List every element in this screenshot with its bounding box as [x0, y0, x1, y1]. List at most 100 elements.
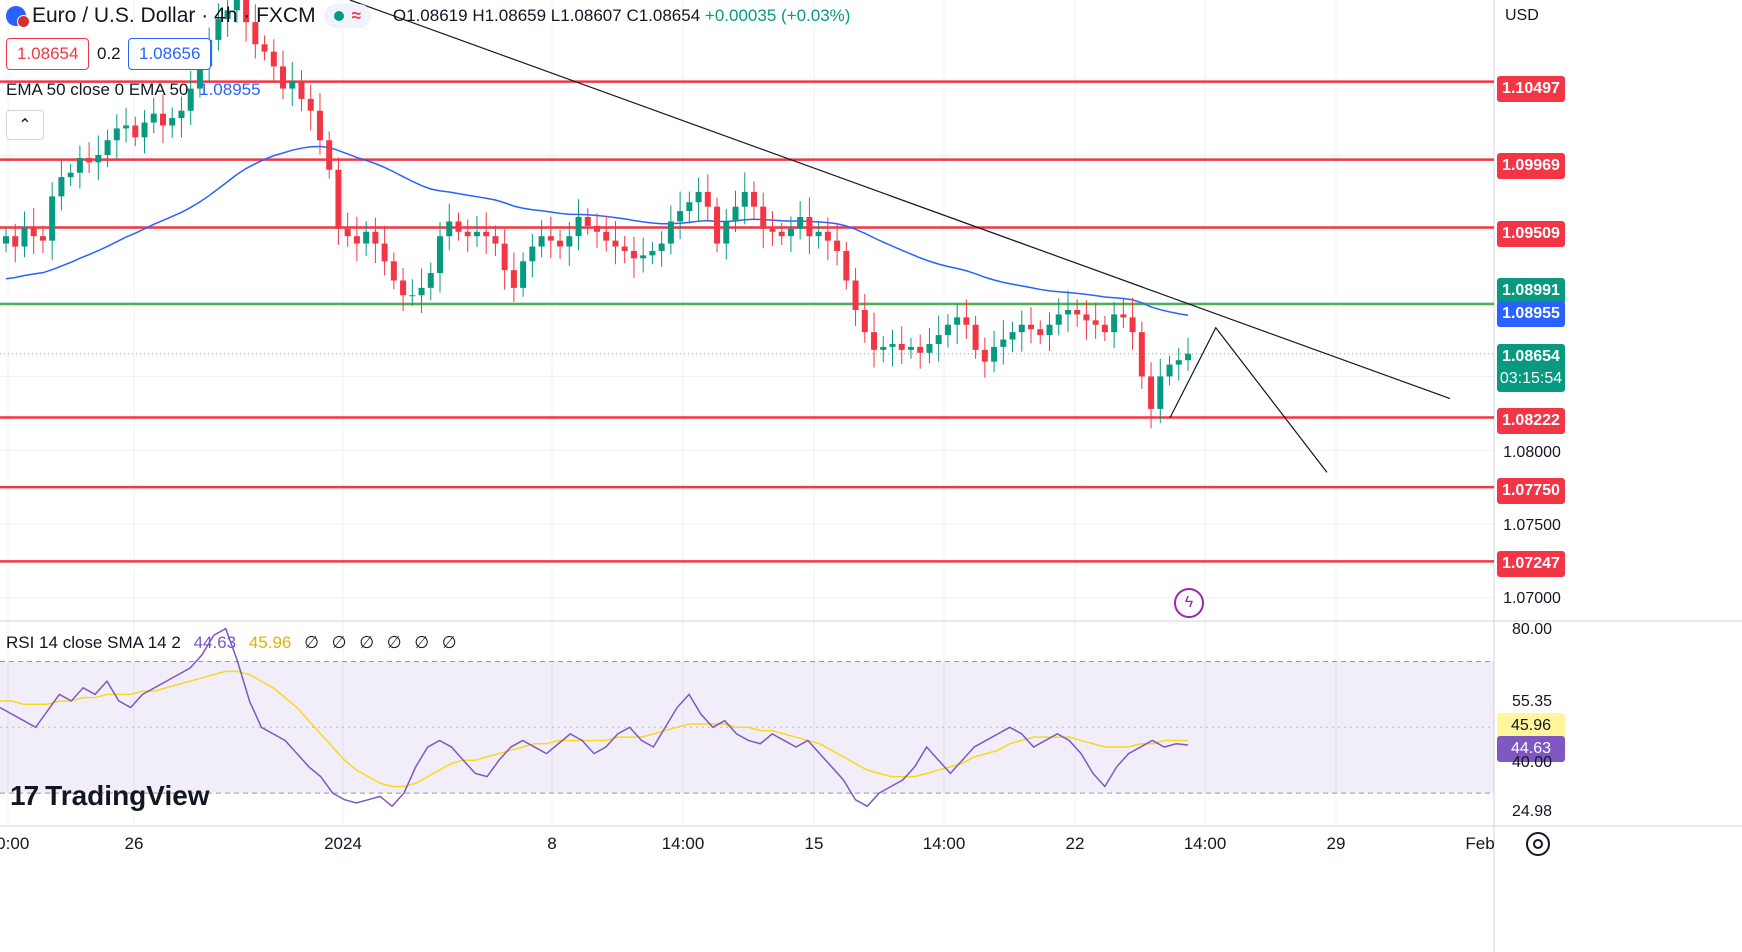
candle-body	[326, 140, 333, 170]
buy-price-button[interactable]: 1.08656	[128, 38, 212, 70]
rsi-empty-values: ∅ ∅ ∅ ∅ ∅ ∅	[304, 633, 461, 652]
last-price-tag: 1.08654	[1497, 344, 1565, 370]
candle	[39, 225, 46, 254]
ohlc-change: +0.00035 (+0.03%)	[704, 6, 851, 25]
candle	[187, 70, 194, 125]
candle-body	[510, 270, 517, 288]
candle	[492, 225, 499, 256]
ema-legend[interactable]: EMA 50 close 0 EMA 50 1.08955	[6, 80, 261, 100]
ema-legend-label: EMA 50 close 0 EMA 50	[6, 80, 189, 99]
candle	[464, 219, 471, 253]
candle	[86, 142, 93, 174]
candle	[750, 181, 757, 220]
level-tag-4: 1.08222	[1497, 408, 1565, 434]
tradingview-logo[interactable]: 17 TradingView	[10, 780, 210, 812]
candle	[21, 211, 28, 258]
lightning-icon[interactable]: ϟ	[1174, 588, 1204, 618]
candle-body	[123, 125, 130, 129]
candle	[1064, 290, 1071, 333]
candle-body	[270, 51, 277, 67]
candle-body	[95, 155, 102, 163]
candle-body	[3, 236, 9, 244]
candle-body	[1138, 332, 1145, 377]
candle	[1000, 320, 1007, 365]
candle	[1120, 298, 1127, 329]
candle	[372, 217, 379, 264]
candle-body	[630, 250, 637, 259]
candle-body	[76, 157, 83, 173]
candle-body	[104, 140, 111, 155]
rsi-value-tag: 44.63	[1497, 736, 1565, 762]
candle-body	[344, 228, 351, 237]
candle-body	[1120, 314, 1127, 318]
candle-body	[714, 206, 721, 244]
candle-body	[760, 206, 767, 229]
candle	[510, 252, 517, 303]
candle-body	[769, 228, 776, 232]
candle	[667, 205, 674, 255]
chevron-up-icon: ⌃	[18, 117, 32, 134]
rsi-legend-label: RSI 14 close SMA 14 2	[6, 633, 181, 652]
candle	[30, 207, 37, 254]
candle-body	[307, 98, 314, 111]
candle-body	[1157, 376, 1164, 409]
candle-body	[58, 177, 65, 197]
candle-body	[1166, 364, 1173, 377]
candle	[575, 199, 582, 251]
rsi-tick: 80.00	[1511, 621, 1553, 638]
candle-body	[49, 196, 56, 241]
time-tick: 15	[804, 834, 824, 853]
candle	[594, 213, 600, 248]
candle-body	[1111, 314, 1118, 333]
candle-body	[723, 221, 730, 244]
candle	[76, 145, 83, 189]
rsi-lines	[0, 627, 1189, 808]
candle-body	[704, 191, 711, 207]
candle-body	[363, 231, 370, 244]
candle-body	[935, 335, 942, 344]
candle-body	[732, 206, 739, 222]
symbol-title[interactable]: Euro / U.S. Dollar · 4h · FXCM	[32, 4, 316, 27]
market-status-pill[interactable]: ≈	[323, 4, 371, 28]
candle	[159, 94, 166, 144]
candle	[1055, 298, 1062, 336]
candle	[1166, 355, 1173, 386]
projection-path	[1169, 326, 1328, 473]
candle-body	[861, 310, 868, 333]
candle-body	[871, 332, 878, 350]
candle	[1083, 300, 1090, 340]
candle	[861, 294, 868, 343]
candle-body	[316, 110, 323, 141]
rsi-line	[0, 627, 1189, 808]
rsi-legend[interactable]: RSI 14 close SMA 14 2 44.63 45.96 ∅ ∅ ∅ …	[6, 633, 461, 653]
candle	[714, 197, 721, 253]
candle-body	[113, 128, 120, 141]
collapse-legend-button[interactable]: ⌃	[6, 110, 44, 140]
candle-body	[1148, 376, 1155, 409]
candle	[769, 211, 776, 246]
candle-body	[658, 243, 665, 251]
candle-body	[547, 236, 554, 241]
candle-body	[21, 227, 28, 247]
currency-selector[interactable]: USD	[1505, 7, 1539, 24]
candle-body	[501, 243, 508, 271]
candle	[12, 223, 19, 263]
candle	[538, 220, 545, 258]
candle	[280, 50, 287, 100]
settings-gear-icon[interactable]	[1526, 832, 1550, 856]
sell-price-button[interactable]: 1.08654	[6, 38, 90, 70]
brand-name: TradingView	[45, 780, 210, 811]
candle-body	[1046, 324, 1053, 336]
delayed-data-icon: ≈	[351, 6, 361, 25]
candle-body	[815, 231, 822, 237]
rsi-legend-value: 44.63	[193, 633, 237, 652]
level-tag-3: 1.09509	[1497, 221, 1565, 247]
candle	[381, 225, 388, 276]
candle-body	[196, 66, 203, 89]
candle-body	[215, 19, 222, 40]
candle-body	[1092, 320, 1099, 325]
candle	[1046, 312, 1053, 352]
candle	[418, 268, 425, 313]
